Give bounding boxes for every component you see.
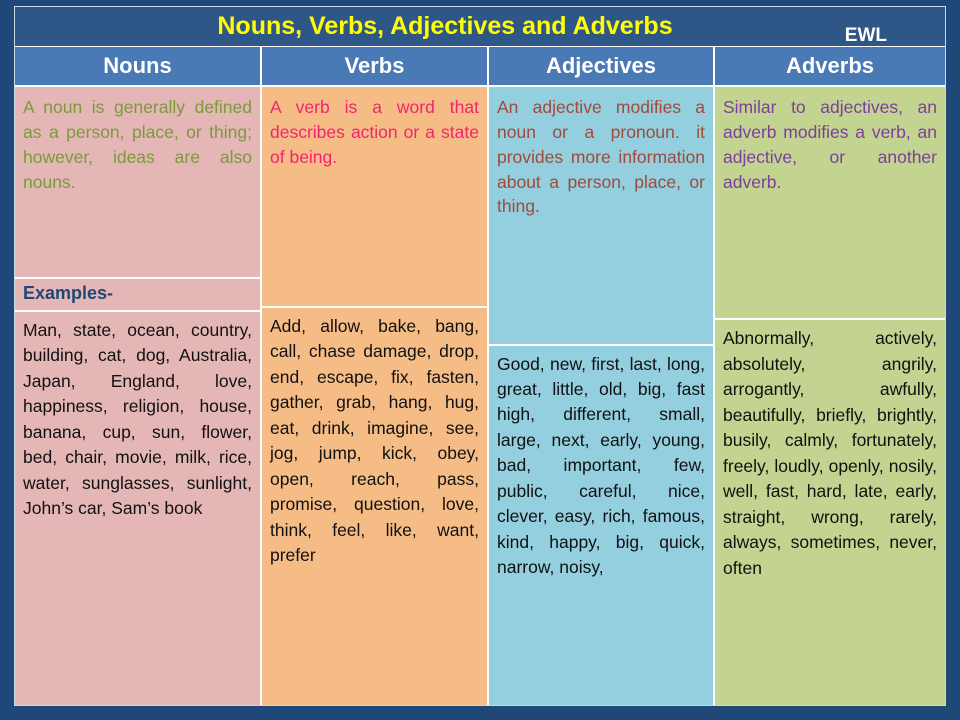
definition-adverbs: Similar to adjectives, an adverb modifie…: [715, 87, 945, 319]
examples-label-nouns: Examples-: [15, 277, 260, 310]
column-header-adverbs[interactable]: Adverbs: [715, 47, 945, 87]
definition-verbs: A verb is a word that describes action o…: [262, 87, 487, 306]
definition-adjectives: An adjective modifies a noun or a pronou…: [489, 87, 713, 344]
grammar-table: Nouns, Verbs, Adjectives and Adverbs EWL…: [14, 6, 946, 706]
examples-list-verbs: Add, allow, bake, bang, call, chase dama…: [262, 306, 487, 705]
brand-label: EWL: [844, 25, 887, 46]
column-nouns: A noun is generally defined as a person,…: [15, 87, 262, 705]
examples-list-adjectives: Good, new, first, last, long, great, lit…: [489, 343, 713, 706]
table-body: A noun is generally defined as a person,…: [15, 87, 945, 706]
examples-list-nouns: Man, state, ocean, country, building, ca…: [15, 310, 260, 705]
table-header-row: Nouns Verbs Adjectives Adverbs: [15, 47, 945, 87]
column-adverbs: Similar to adjectives, an adverb modifie…: [715, 87, 945, 705]
column-verbs: A verb is a word that describes action o…: [262, 87, 489, 705]
column-adjectives: An adjective modifies a noun or a pronou…: [489, 87, 715, 706]
title-bar: Nouns, Verbs, Adjectives and Adverbs EWL: [15, 7, 945, 47]
column-header-nouns[interactable]: Nouns: [15, 47, 262, 87]
column-header-verbs[interactable]: Verbs: [262, 47, 489, 87]
page-title: Nouns, Verbs, Adjectives and Adverbs: [217, 12, 673, 40]
examples-list-adverbs: Abnormally, actively, absolutely, angril…: [715, 318, 945, 705]
column-header-adjectives[interactable]: Adjectives: [489, 47, 715, 87]
definition-nouns: A noun is generally defined as a person,…: [15, 87, 260, 277]
